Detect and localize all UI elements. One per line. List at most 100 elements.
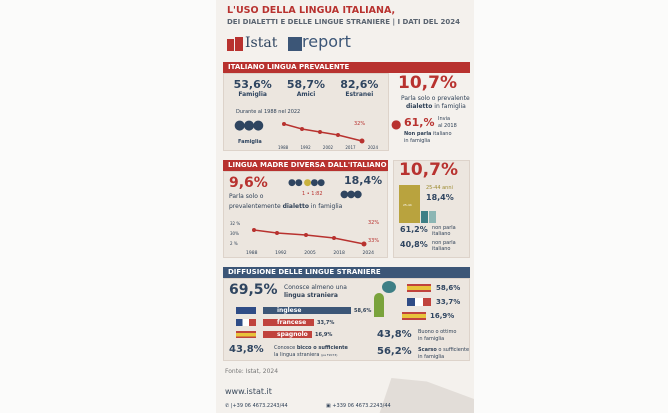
chart1-years: 1988 1992 2002 2017 2024 — [278, 145, 378, 150]
dialect-strong: dialetto — [406, 103, 433, 110]
s2-value: 9,6% — [229, 175, 268, 191]
s3-low-t2: la lingua straniera — [274, 352, 320, 358]
stat-estranei: 82,6% Estranei — [340, 78, 379, 98]
nonparla-t2: al 2018 — [438, 123, 457, 129]
fax: ▣ +339 06 4673.2243/44 — [326, 403, 391, 409]
nonparla-strong: Non parla — [404, 131, 432, 137]
title-line1: L'USO DELLA LINGUA ITALIANA, — [227, 5, 396, 16]
source: Fonte: Istat, 2024 — [225, 368, 279, 375]
s2-b-text: non parla italiano — [432, 240, 456, 252]
infographic: L'USO DELLA LINGUA ITALIANA, DEI DIALETT… — [216, 0, 474, 413]
year: 2018 — [333, 251, 345, 256]
nonparla-t3: italiano — [431, 131, 452, 137]
phone-number: |+39 06 4673.2243/44 — [230, 403, 288, 409]
year: 1988 — [278, 145, 289, 150]
people-label: Famiglia — [238, 139, 262, 145]
s3-poor-strong: Scarso — [418, 347, 437, 353]
bar-spagnolo: spagnolo — [263, 331, 312, 338]
s3-good-t2: in famiglia — [418, 336, 445, 342]
s2-text1: Parla solo o — [229, 193, 264, 200]
s3-right-val: 16,9% — [430, 312, 455, 320]
ytick: 2 % — [230, 241, 238, 246]
s2-ratio: 1 • 1:82 — [302, 191, 323, 197]
spain-flag-icon — [407, 284, 431, 292]
uk-flag-icon — [236, 307, 256, 314]
s3-good-t1: Buono o ottimo — [418, 329, 457, 335]
s3-low-t1: Conosce — [274, 345, 297, 351]
s3-right-val: 58,6% — [436, 284, 461, 292]
nonparla-t4: in famiglia — [404, 138, 431, 144]
block-lightteal — [429, 211, 436, 223]
nonparla-t1: Invia — [438, 116, 451, 122]
ytick: 30% — [230, 231, 239, 236]
stat-famiglia: 53,6% Famiglia — [233, 78, 272, 98]
report-logo: report — [302, 32, 351, 51]
s2-text2: prevalentemente — [229, 203, 283, 210]
year: 1988 — [246, 251, 258, 256]
france-flag-icon — [236, 319, 256, 326]
year: 1992 — [275, 251, 287, 256]
ytick: 32 % — [230, 221, 241, 226]
website-link[interactable]: www.istat.it — [225, 387, 272, 396]
phone-icon: ✆ — [225, 403, 230, 409]
chart1-end-label: 32% — [354, 121, 366, 127]
year: 2002 — [322, 145, 334, 150]
s3-low-note: (pa F2073) — [321, 353, 338, 357]
person-speaking-icon — [374, 293, 384, 317]
s2-strong: dialetto — [282, 203, 309, 210]
people-group-icon: ●● ●●● — [288, 178, 325, 188]
person-icon: ● — [391, 117, 402, 131]
spain-flag-icon — [402, 312, 426, 320]
bar-inglese: inglese — [263, 307, 351, 314]
age-block: 25-44 — [399, 185, 420, 223]
s3-poor-t2: in famiglia — [418, 354, 445, 360]
istat-logo: Istat — [245, 35, 278, 51]
globe-icon — [382, 281, 396, 293]
age-block-label: 25-44 — [403, 203, 412, 207]
year: 2005 — [304, 251, 316, 256]
title-line2: DEI DIALETTI E DELLE LINGUE STRANIERE | … — [227, 18, 460, 26]
age-label: 25-44 anni — [426, 185, 453, 191]
bar-value: 16,9% — [315, 332, 333, 338]
chart2-end2: 33% — [368, 238, 380, 244]
s3-poor-t1: o sufficiente — [436, 347, 470, 353]
fax-number: +339 06 4673.2243/44 — [332, 403, 391, 409]
chart2-yticks: 32 % 30% 2 % — [230, 219, 240, 249]
nonparla-value: 61,% — [404, 116, 435, 129]
dialect-value: 10,7% — [398, 73, 457, 93]
chart2-line — [252, 228, 367, 247]
s3-poor-value: 56,2% — [377, 346, 412, 357]
chart2-years: 1988 1992 2005 2018 2024 — [246, 251, 374, 256]
s2-value2: 18,4% — [344, 174, 383, 187]
s3-right-val: 33,7% — [436, 298, 461, 306]
s2-right-value: 10,7% — [399, 160, 458, 180]
section1-box — [223, 73, 389, 151]
s2-b-value: 40,8% — [400, 240, 428, 249]
section3-header: DIFFUSIONE DELLE LINGUE STRANIERE — [223, 267, 470, 278]
s2-a-text: non parla italiano — [432, 225, 456, 237]
year: 2017 — [345, 145, 356, 150]
s3-text1: Conosce almeno una — [284, 284, 347, 291]
age-value: 18,4% — [426, 193, 454, 202]
france-flag-icon — [407, 298, 431, 306]
bar-francese: francese — [263, 319, 314, 326]
year: 1992 — [300, 145, 311, 150]
chart1-legend: Durante al 1988 nel 2022 — [236, 109, 301, 115]
year: 2024 — [367, 145, 378, 150]
chart2-end1: 32% — [368, 220, 380, 226]
stat-amici: 58,7% Amici — [286, 78, 326, 98]
phone: ✆ |+39 06 4673.2243/44 — [225, 403, 288, 409]
bar-value: 33,7% — [317, 320, 335, 326]
s3-value: 69,5% — [229, 282, 278, 298]
dialect-text: Parla solo o prevalente — [401, 95, 470, 102]
s3-good-value: 43,8% — [377, 329, 412, 340]
dialect-text2: in famiglia — [432, 103, 466, 110]
report-logo-icon — [288, 37, 302, 51]
fax-icon: ▣ — [326, 403, 331, 409]
istat-logo-icon — [227, 37, 243, 51]
section2-header: LINGUA MADRE DIVERSA DALL'ITALIANO — [223, 160, 388, 171]
family-people-icon: ●●● — [234, 118, 264, 133]
spain-flag-icon — [236, 331, 256, 338]
s2-a-value: 61,2% — [400, 225, 428, 234]
people-icon: ●●● — [340, 189, 362, 200]
